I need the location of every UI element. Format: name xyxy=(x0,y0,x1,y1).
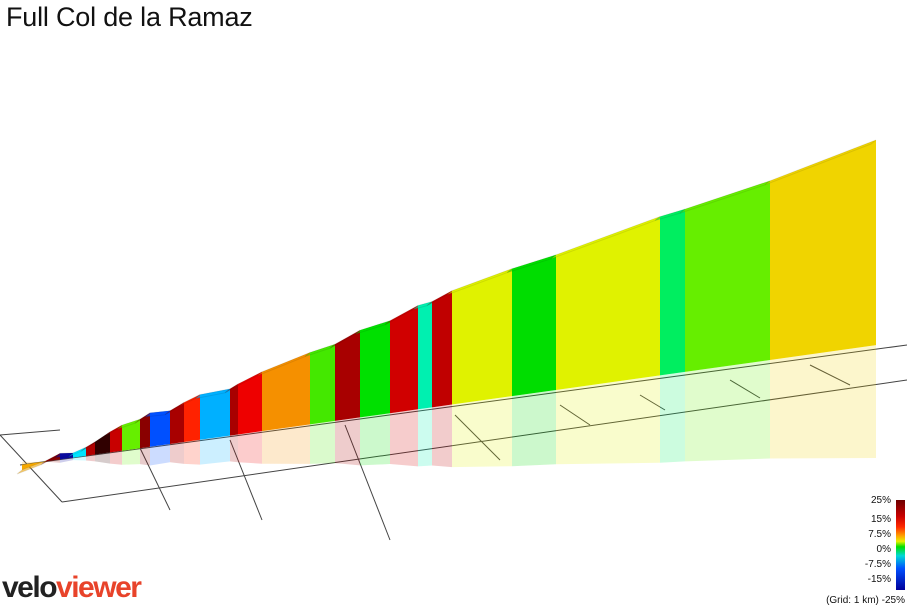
profile-segment xyxy=(512,254,556,397)
profile-segment xyxy=(418,301,432,410)
profile-segment xyxy=(262,352,310,432)
profile-segment xyxy=(770,140,876,360)
profile-segment xyxy=(556,216,660,390)
segment-reflection xyxy=(262,424,310,464)
grid-line xyxy=(639,394,666,411)
segment-reflection xyxy=(184,439,200,465)
legend-tick: 15% xyxy=(870,514,891,525)
segment-reflection xyxy=(452,396,512,468)
profile-segment xyxy=(95,431,110,455)
segment-reflection xyxy=(60,457,73,463)
profile-segment xyxy=(432,290,452,408)
profile-segment xyxy=(150,410,170,447)
segment-reflection xyxy=(418,407,432,467)
profile-segment xyxy=(184,394,200,443)
profile-segment xyxy=(310,344,335,425)
profile-segment xyxy=(170,402,184,444)
segment-reflection xyxy=(140,446,150,466)
gradient-legend: 25% 15% 7.5% 0% -7.5% -15% xyxy=(820,493,907,608)
grid-line xyxy=(229,439,263,521)
segment-reflection xyxy=(110,450,122,465)
segment-reflection xyxy=(556,375,660,465)
profile-segment xyxy=(140,412,150,449)
profile-segment xyxy=(230,384,238,436)
segment-top-edge xyxy=(764,139,877,186)
logo-viewer-text: viewer xyxy=(56,571,142,604)
grid-line xyxy=(0,429,61,436)
floor-grid xyxy=(0,344,907,541)
segment-reflection xyxy=(22,461,46,465)
profile-segment xyxy=(122,419,140,451)
segment-reflection xyxy=(73,455,86,461)
grid-line xyxy=(19,344,907,466)
segment-reflection xyxy=(122,448,140,465)
profile-segment xyxy=(452,268,512,405)
profile-segment xyxy=(390,305,418,414)
legend-tick: 7.5% xyxy=(868,529,891,540)
segment-reflection xyxy=(685,360,770,462)
grid-line xyxy=(454,414,501,461)
grid-line xyxy=(559,404,591,426)
grid-line xyxy=(729,379,761,399)
segment-reflection xyxy=(230,434,238,463)
profile-segment xyxy=(335,330,360,421)
segment-reflection xyxy=(170,442,184,464)
grid-label: (Grid: 1 km) xyxy=(826,595,879,606)
veloviewer-logo[interactable]: veloviewer xyxy=(2,571,142,605)
segment-reflection xyxy=(512,389,556,467)
legend-tick-min: -25% xyxy=(881,595,905,606)
grid-note: (Grid: 1 km) -25% xyxy=(826,595,905,606)
profile-segment xyxy=(200,388,230,440)
segment-reflection xyxy=(150,444,170,466)
profile-segment xyxy=(86,441,95,456)
segment-reflection xyxy=(46,459,60,463)
segment-reflection xyxy=(390,409,418,467)
gradient-color-scale xyxy=(896,500,905,590)
segment-reflection xyxy=(660,371,685,463)
profile-segment xyxy=(685,180,770,372)
chart-title: Full Col de la Ramaz xyxy=(6,2,253,32)
grid-line xyxy=(139,447,171,511)
segment-reflection xyxy=(86,454,95,462)
legend-tick: 0% xyxy=(876,544,891,555)
segment-reflection xyxy=(432,404,452,468)
legend-tick: -7.5% xyxy=(864,559,891,570)
grid-line xyxy=(344,424,391,541)
segment-reflection xyxy=(310,420,335,464)
profile-segment xyxy=(110,425,122,453)
segment-reflection xyxy=(335,417,360,466)
legend-tick: 25% xyxy=(870,495,891,506)
segment-reflection xyxy=(360,413,390,466)
grid-line xyxy=(61,379,907,503)
profile-segment xyxy=(238,371,262,435)
logo-velo-text: velo xyxy=(2,571,58,604)
profile-segment xyxy=(660,209,685,376)
segment-reflection xyxy=(770,345,876,459)
segment-reflection xyxy=(200,435,230,465)
segment-reflection xyxy=(95,452,110,464)
segment-reflection xyxy=(238,431,262,464)
legend-tick: -15% xyxy=(867,574,891,585)
grid-line xyxy=(809,364,851,386)
profile-segment xyxy=(360,320,390,418)
